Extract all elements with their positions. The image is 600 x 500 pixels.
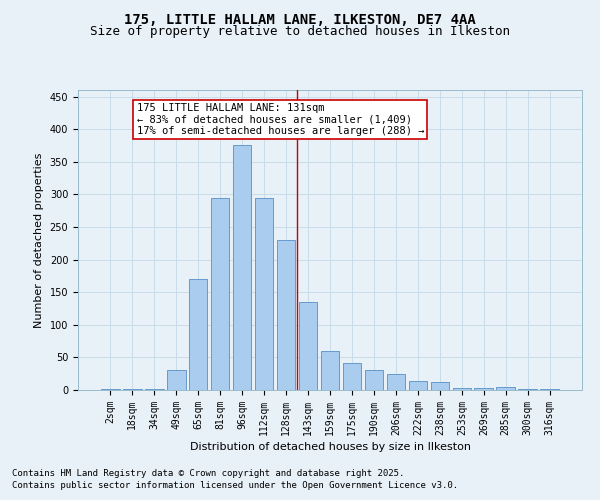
Text: Contains HM Land Registry data © Crown copyright and database right 2025.: Contains HM Land Registry data © Crown c… [12, 468, 404, 477]
Bar [343, 362, 361, 390]
Text: Contains public sector information licensed under the Open Government Licence v3: Contains public sector information licen… [12, 481, 458, 490]
Bar [211, 198, 229, 390]
Bar [541, 388, 559, 390]
Bar [277, 240, 295, 390]
Y-axis label: Number of detached properties: Number of detached properties [34, 152, 44, 328]
Text: 175, LITTLE HALLAM LANE, ILKESTON, DE7 4AA: 175, LITTLE HALLAM LANE, ILKESTON, DE7 4… [124, 12, 476, 26]
Bar [233, 146, 251, 390]
Bar [145, 388, 164, 390]
Bar [101, 388, 119, 390]
Bar [496, 386, 515, 390]
Bar [255, 198, 274, 390]
Bar [386, 374, 405, 390]
Text: 175 LITTLE HALLAM LANE: 131sqm
← 83% of detached houses are smaller (1,409)
17% : 175 LITTLE HALLAM LANE: 131sqm ← 83% of … [137, 103, 424, 136]
Bar [167, 370, 185, 390]
Bar [123, 388, 142, 390]
Bar [189, 279, 208, 390]
Bar [409, 381, 427, 390]
Text: Size of property relative to detached houses in Ilkeston: Size of property relative to detached ho… [90, 25, 510, 38]
Bar [452, 388, 471, 390]
X-axis label: Distribution of detached houses by size in Ilkeston: Distribution of detached houses by size … [190, 442, 470, 452]
Bar [320, 351, 340, 390]
Bar [518, 388, 537, 390]
Bar [365, 370, 383, 390]
Bar [431, 382, 449, 390]
Bar [299, 302, 317, 390]
Bar [475, 388, 493, 390]
